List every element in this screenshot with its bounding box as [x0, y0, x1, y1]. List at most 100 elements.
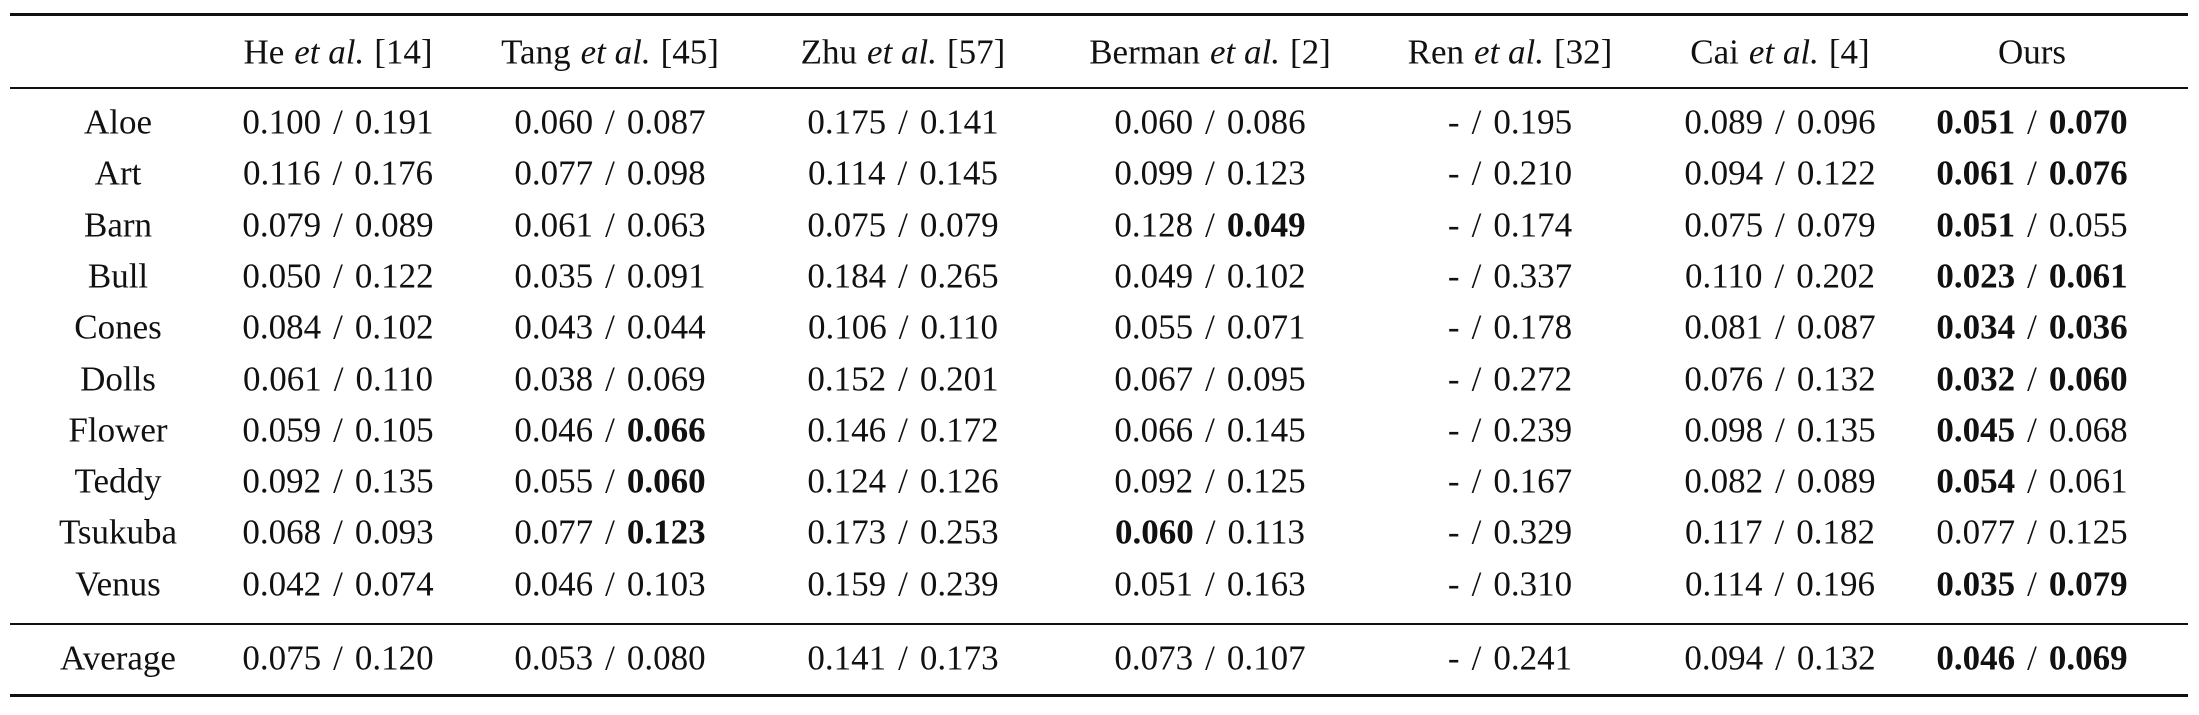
value: 0.074: [354, 564, 434, 604]
value: 0.096: [1796, 102, 1876, 142]
value: 0.132: [1796, 638, 1876, 678]
citation: [14]: [374, 32, 433, 72]
table-cell: 0.035 / 0.091: [514, 258, 705, 293]
value: 0.034: [1936, 307, 2016, 347]
table-cell: 0.053 / 0.080: [514, 641, 705, 676]
table-cell: 0.050 / 0.122: [242, 258, 433, 293]
value: 0.055: [1114, 307, 1194, 347]
table-cell: 0.034 / 0.036: [1936, 310, 2127, 345]
separator: /: [1774, 512, 1785, 552]
value: 0.046: [514, 410, 594, 450]
row-label: Average: [60, 638, 176, 678]
column-header: Ours: [1998, 35, 2066, 70]
separator: /: [898, 461, 908, 501]
value: 0.241: [1493, 638, 1573, 678]
value: 0.059: [242, 410, 322, 450]
value: 0.091: [626, 256, 706, 296]
separator: /: [1471, 461, 1482, 501]
separator: /: [333, 102, 343, 142]
value: -: [1447, 359, 1460, 398]
separator: /: [1471, 410, 1482, 450]
value: 0.123: [626, 512, 706, 552]
value: -: [1447, 564, 1460, 604]
separator: /: [1775, 102, 1785, 142]
separator: /: [898, 638, 908, 678]
value: 0.044: [626, 307, 706, 347]
value: 0.095: [1226, 359, 1306, 398]
value: 0.073: [1114, 638, 1194, 678]
separator: /: [605, 205, 615, 245]
separator: /: [1775, 153, 1785, 193]
value: 0.023: [1936, 256, 2016, 296]
table-cell: 0.092 / 0.135: [242, 464, 433, 499]
value: 0.174: [1493, 205, 1573, 245]
separator: /: [333, 359, 344, 398]
table-cell: 0.081 / 0.087: [1684, 310, 1875, 345]
value: 0.082: [1684, 461, 1764, 501]
value: 0.106: [808, 307, 887, 347]
value: 0.092: [242, 461, 322, 501]
table-cell: -/ 0.310: [1448, 566, 1572, 601]
value: 0.337: [1493, 256, 1573, 296]
separator: /: [898, 564, 908, 604]
value: 0.182: [1796, 512, 1875, 552]
value: 0.135: [354, 461, 434, 501]
table-cell: 0.051 / 0.055: [1936, 207, 2127, 242]
separator: /: [605, 153, 615, 193]
separator: /: [333, 307, 343, 347]
value: 0.110: [355, 359, 433, 398]
separator: /: [2027, 461, 2037, 501]
value: 0.141: [807, 638, 887, 678]
table-cell: 0.099 / 0.123: [1114, 156, 1305, 191]
author: Zhu: [800, 32, 858, 72]
separator: /: [1774, 564, 1785, 604]
value: 0.086: [1226, 102, 1306, 142]
separator: /: [2027, 153, 2037, 193]
value: 0.116: [243, 153, 321, 193]
table-cell: 0.075 / 0.079: [1684, 207, 1875, 242]
table-cell: 0.094 / 0.122: [1684, 156, 1875, 191]
value: 0.076: [1684, 359, 1764, 398]
separator: /: [605, 461, 615, 501]
value: 0.054: [1936, 461, 2016, 501]
table-cell: 0.061 / 0.076: [1936, 156, 2127, 191]
table-cell: 0.075 / 0.079: [807, 207, 998, 242]
et-al: et al.: [294, 32, 365, 72]
table-cell: 0.046 / 0.066: [514, 412, 705, 447]
separator: /: [1471, 153, 1482, 193]
value: 0.107: [1226, 638, 1306, 678]
table-cell: 0.128 / 0.049: [1114, 207, 1305, 242]
row-label: Dolls: [80, 359, 156, 398]
value: 0.077: [514, 512, 594, 552]
value: 0.196: [1796, 564, 1875, 604]
row-label: Art: [94, 153, 142, 193]
value: 0.079: [242, 205, 322, 245]
separator: /: [2027, 638, 2037, 678]
value: 0.060: [1114, 102, 1194, 142]
table-cell: 0.055 / 0.060: [514, 464, 705, 499]
value: -: [1447, 638, 1460, 678]
summary-rule: [10, 623, 2188, 625]
separator: /: [1471, 512, 1482, 552]
table-cell: 0.045 / 0.068: [1936, 412, 2127, 447]
separator: /: [1205, 256, 1215, 296]
value: 0.094: [1684, 638, 1764, 678]
value: 0.102: [1226, 256, 1306, 296]
separator: /: [333, 512, 343, 552]
table-cell: 0.114 / 0.196: [1685, 566, 1875, 601]
et-al: et al.: [1748, 32, 1819, 72]
value: 0.102: [354, 307, 434, 347]
value: 0.125: [2048, 512, 2128, 552]
row-label: Barn: [83, 205, 153, 245]
table-cell: 0.066 / 0.145: [1114, 412, 1305, 447]
value: 0.159: [807, 564, 887, 604]
value: 0.051: [1936, 102, 2016, 142]
value: 0.084: [242, 307, 322, 347]
value: 0.110: [1685, 256, 1763, 296]
value: 0.175: [807, 102, 887, 142]
value: 0.079: [2048, 564, 2128, 604]
value: 0.071: [1226, 307, 1306, 347]
value: 0.038: [514, 359, 594, 398]
value: -: [1447, 307, 1460, 347]
table-cell: 0.146 / 0.172: [807, 412, 998, 447]
